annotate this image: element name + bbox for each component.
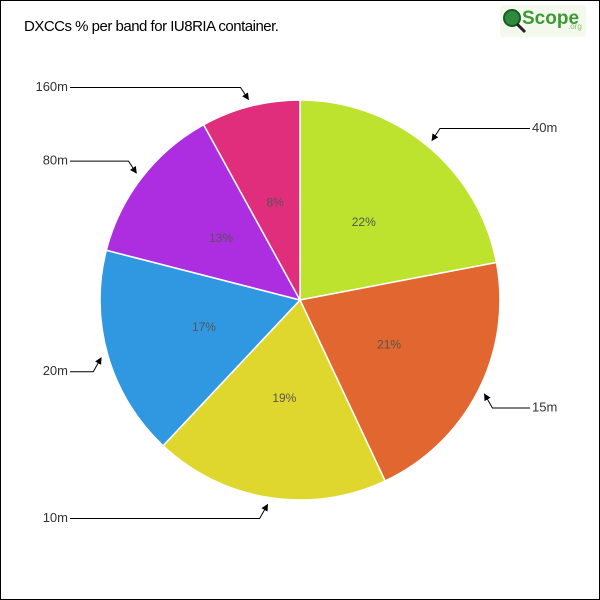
leader-line xyxy=(70,357,102,373)
value-label: 13% xyxy=(209,231,233,245)
pie-slice xyxy=(202,99,301,301)
logo-icon xyxy=(503,9,521,27)
category-label: 40m xyxy=(532,120,557,135)
pie-slice xyxy=(299,99,498,301)
logo-handle xyxy=(515,22,527,34)
value-label: 17% xyxy=(192,320,216,334)
value-label: 8% xyxy=(266,195,284,209)
category-label: 10m xyxy=(43,510,68,525)
leader-line xyxy=(431,128,530,142)
category-label: 160m xyxy=(35,79,68,94)
category-label: 15m xyxy=(532,399,557,414)
pie-slice xyxy=(99,249,302,447)
chart-title: DXCCs % per band for IU8RIA container. xyxy=(24,18,278,35)
leader-line xyxy=(70,160,137,174)
value-label: 22% xyxy=(352,215,376,229)
logo: Scope .org xyxy=(500,5,586,37)
category-label: 20m xyxy=(43,363,68,378)
pie-slice xyxy=(298,261,501,482)
value-label: 19% xyxy=(272,391,296,405)
value-label: 21% xyxy=(377,338,401,352)
leader-line xyxy=(70,503,269,519)
logo-text: Scope xyxy=(522,8,579,29)
pie-slice xyxy=(162,298,387,501)
category-label: 80m xyxy=(43,153,68,168)
leader-line xyxy=(70,87,249,101)
leader-line xyxy=(484,393,530,409)
logo-suffix: .org xyxy=(568,22,582,31)
pie-slice xyxy=(105,123,302,302)
